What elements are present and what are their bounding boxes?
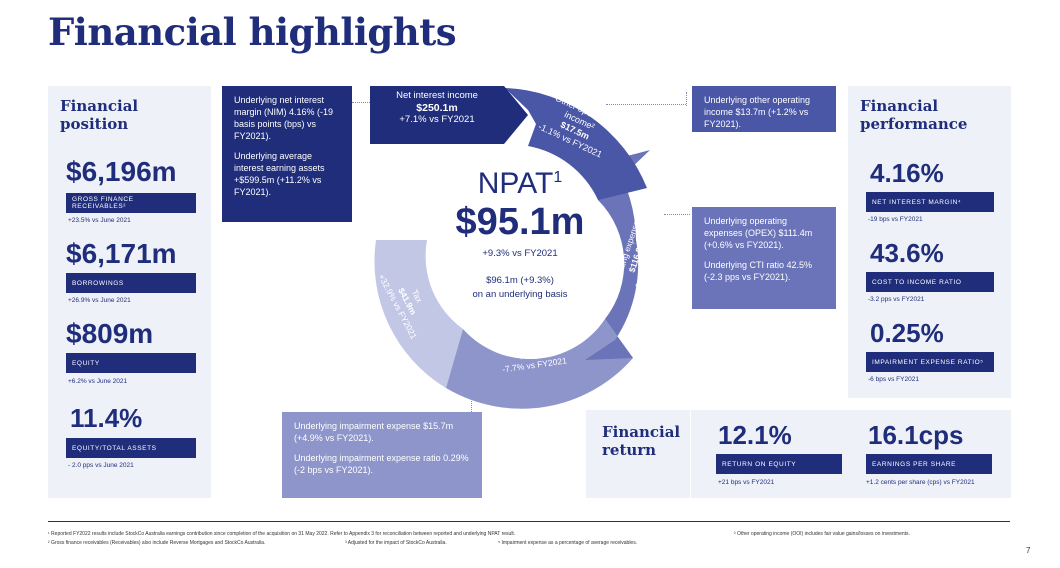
metric-note: - 2.0 pps vs June 2021	[68, 462, 134, 469]
npat-change: +9.3% vs FY2021	[482, 248, 558, 259]
opex-text: Underlying operating expenses (OPEX) $11…	[704, 216, 813, 250]
metric-note: +21 bps vs FY2021	[718, 479, 775, 486]
npat-label: NPAT	[477, 167, 554, 200]
metric-note: -3.2 pps vs FY2021	[868, 296, 925, 303]
footnote-4: ⁵ Impairment expense as a percentage of …	[498, 540, 638, 546]
metric-note: +26.9% vs June 2021	[68, 297, 131, 304]
metric-value: 16.1cps	[868, 420, 964, 450]
metric-value: $6,171m	[66, 238, 177, 269]
metric-note: -6 bps vs FY2021	[868, 376, 919, 383]
ooi-info-box: Underlying other operating income $13.7m…	[692, 86, 836, 132]
npat-underlying-basis: on an underlying basis	[472, 289, 568, 300]
metric-value: 12.1%	[718, 420, 792, 450]
metric-label: NET INTEREST MARGIN⁴	[866, 192, 994, 212]
metric-value: 4.16%	[870, 158, 944, 188]
metric-note: +23.5% vs June 2021	[68, 217, 131, 224]
connector-line	[352, 102, 370, 103]
footnote-5: ² Other operating income (OOI) includes …	[734, 531, 910, 537]
metric-label: EARNINGS PER SHARE	[866, 454, 992, 474]
npat-heading: NPAT1	[430, 162, 610, 200]
page-title: Financial highlights	[48, 10, 457, 54]
footer-rule	[48, 521, 1010, 522]
opex-segment	[585, 150, 650, 360]
metric-note: -19 bps vs FY2021	[868, 216, 923, 223]
connector-line	[664, 214, 690, 215]
npat-footnote-mark: 1	[553, 169, 563, 186]
metric-value: 11.4%	[70, 403, 143, 433]
nim-text: Underlying net interest margin (NIM) 4.1…	[234, 95, 334, 141]
metric-value: $809m	[66, 318, 154, 349]
nii-label: Net interest income $250.1m +7.1% vs FY2…	[372, 90, 502, 126]
financial-return-heading: Financial return	[602, 423, 681, 459]
ooi-text: Underlying other operating income $13.7m…	[704, 95, 811, 129]
financial-performance-heading: Financial performance	[860, 97, 968, 133]
opex-info-box: Underlying operating expenses (OPEX) $11…	[692, 207, 836, 309]
financial-position-heading: Financial position	[60, 97, 139, 133]
financial-performance-panel	[848, 86, 1011, 398]
metric-label: RETURN ON EQUITY	[716, 454, 842, 474]
metric-label: BORROWINGS	[66, 273, 196, 293]
page-number: 7	[1026, 546, 1031, 555]
metric-value: 43.6%	[870, 238, 944, 268]
connector-line	[606, 104, 686, 105]
npat-underlying-value: $96.1m (+9.3%)	[486, 275, 554, 286]
npat-center: NPAT1 $95.1m +9.3% vs FY2021 $96.1m (+9.…	[430, 162, 610, 301]
impairment-info-box: Underlying impairment expense $15.7m (+4…	[282, 412, 482, 498]
return-divider	[690, 410, 691, 498]
tax-segment	[374, 240, 463, 388]
metric-label: IMPAIRMENT EXPENSE RATIO⁵	[866, 352, 994, 372]
footnote-3: ³ Adjusted for the impact of StockCo Aus…	[345, 540, 447, 546]
metric-label: COST TO INCOME RATIO	[866, 272, 994, 292]
npat-value: $95.1m	[455, 201, 585, 243]
impairment-text: Underlying impairment expense $15.7m (+4…	[294, 421, 454, 443]
ooi-segment	[505, 88, 647, 200]
footnote-2: ² Gross finance receivables (Receivables…	[48, 540, 266, 546]
nii-value: $250.1m	[416, 102, 458, 114]
impairment-segment	[446, 319, 633, 409]
connector-line	[686, 92, 687, 106]
cti-text: Underlying CTI ratio 42.5% (-2.3 pps vs …	[704, 260, 813, 282]
metric-note: +6.2% vs June 2021	[68, 378, 128, 385]
metric-label: GROSS FINANCE RECEIVABLES²	[66, 193, 196, 213]
metric-value: $6,196m	[66, 156, 177, 187]
nii-segment	[370, 86, 528, 144]
metric-label: EQUITY/TOTAL ASSETS	[66, 438, 196, 458]
metric-label: EQUITY	[66, 353, 196, 373]
impairment-ratio-text: Underlying impairment expense ratio 0.29…	[294, 453, 469, 475]
metric-note: +1.2 cents per share (cps) vs FY2021	[866, 479, 975, 486]
metric-value: 0.25%	[870, 318, 944, 348]
footnote-1: ¹ Reported FY2022 results include StockC…	[48, 531, 516, 537]
nii-title: Net interest income	[396, 90, 478, 101]
nii-change: +7.1% vs FY2021	[399, 114, 475, 125]
nim-info-box: Underlying net interest margin (NIM) 4.1…	[222, 86, 352, 222]
interest-assets-text: Underlying average interest earning asse…	[234, 151, 325, 197]
